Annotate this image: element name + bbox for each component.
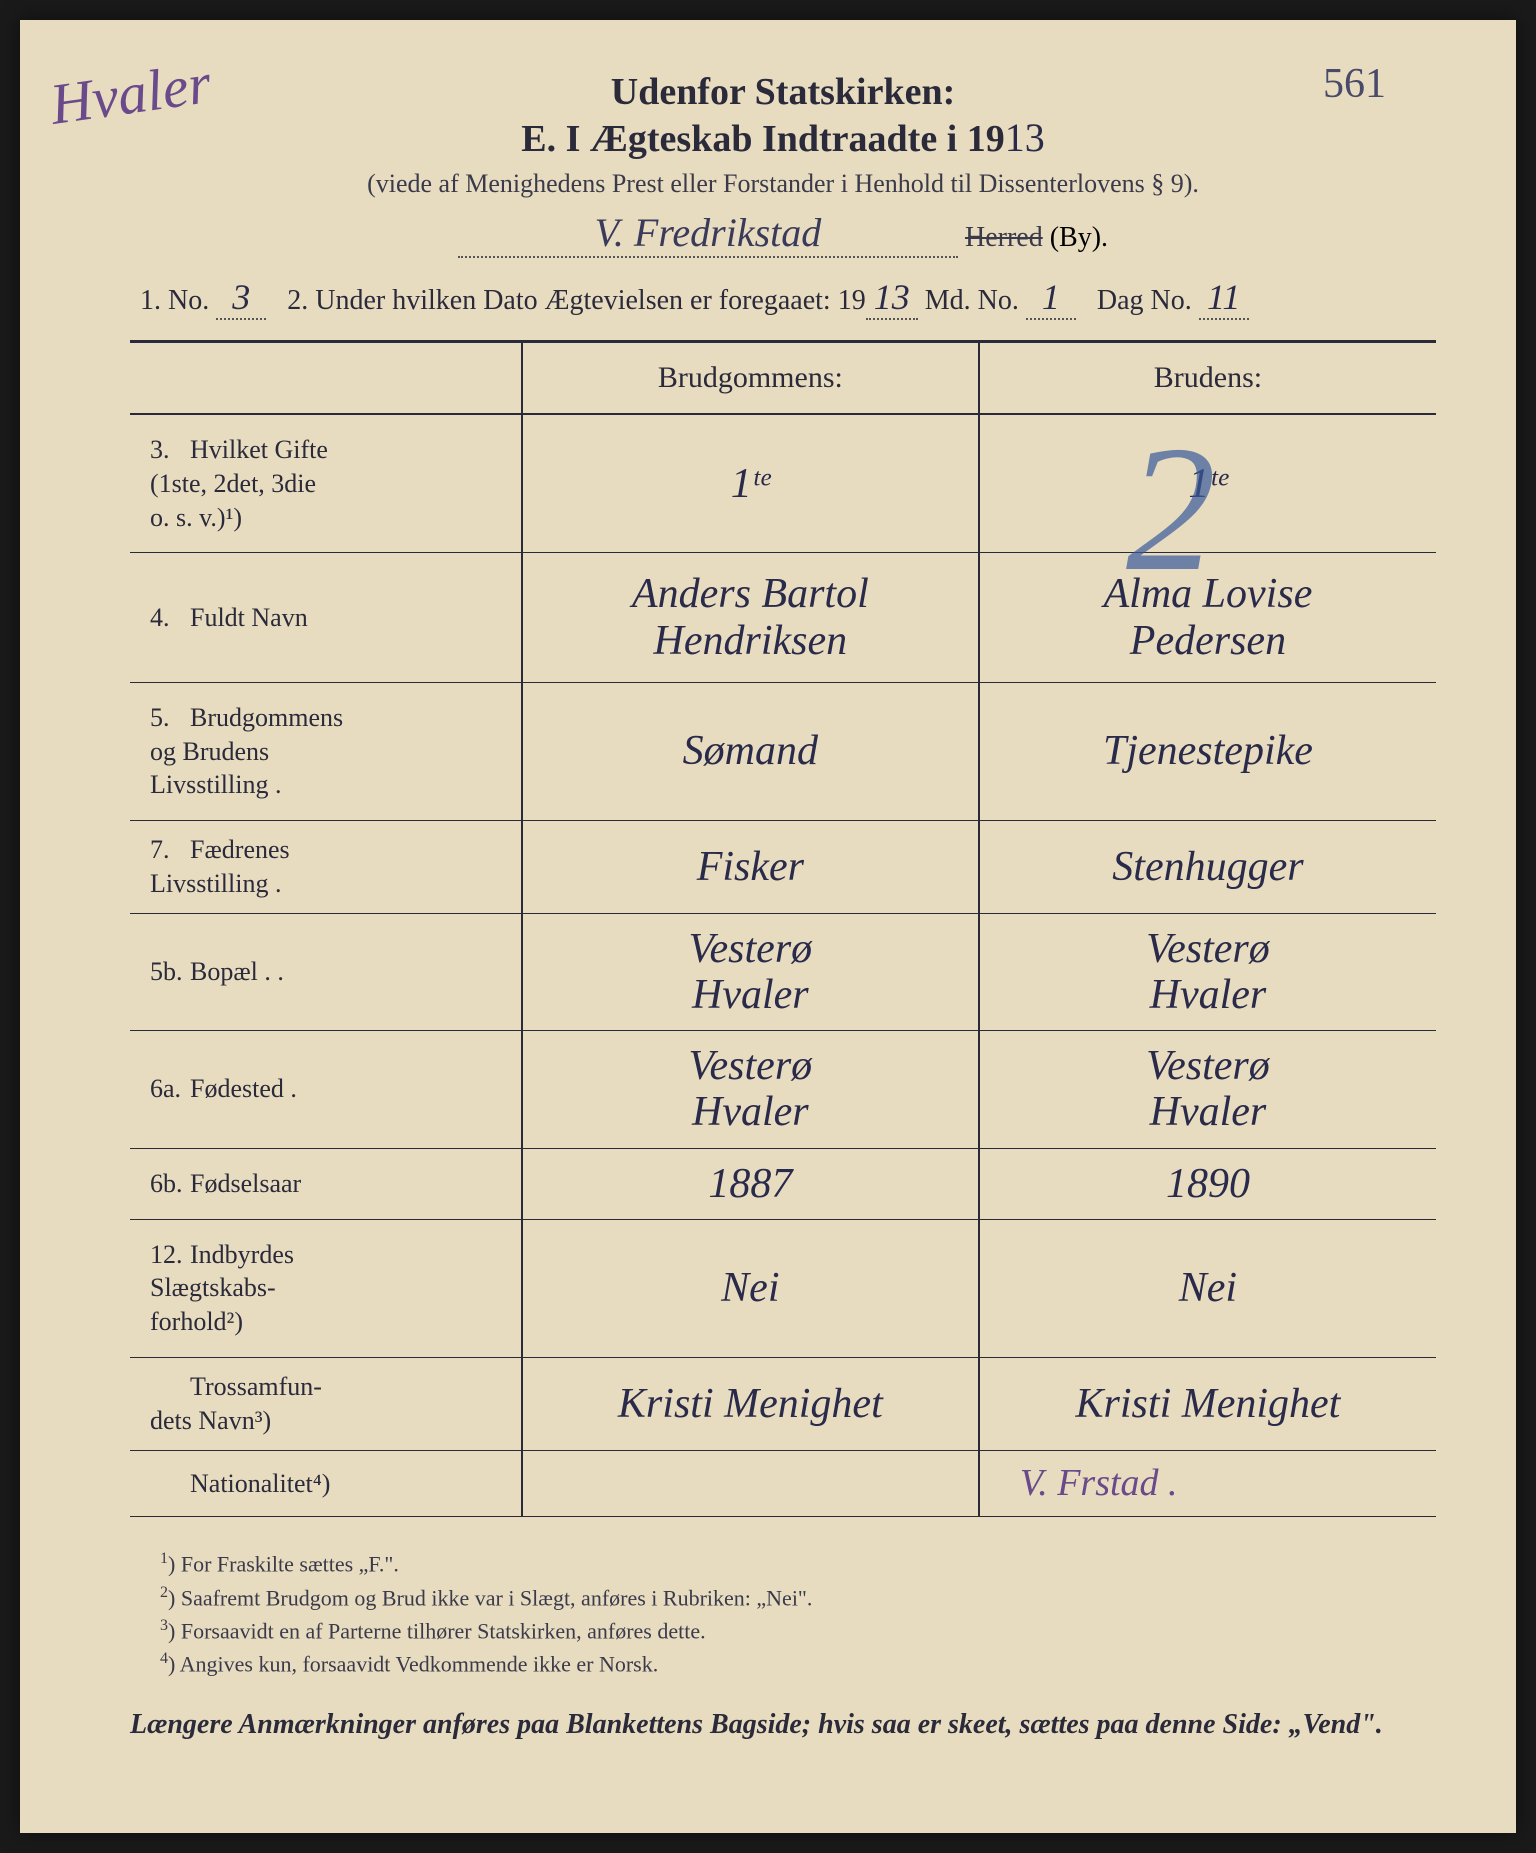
label-md: Md. No. <box>925 285 1019 316</box>
row-label-text: Fødested . <box>190 1074 297 1103</box>
label-no: 1. No. <box>140 285 209 316</box>
groom-value: Vesterø Hvaler <box>522 1031 979 1148</box>
row-label-text: Bopæl . . <box>190 957 284 986</box>
row-label: 3.Hvilket Gifte (1ste, 2det, 3die o. s. … <box>130 414 522 553</box>
footnote-1: 1) For Fraskilte sættes „F.". <box>160 1547 1436 1580</box>
header-bride: Brudens: <box>979 342 1436 415</box>
label-date: 2. Under hvilken Dato Ægtevielsen er for… <box>287 285 865 316</box>
row-label-text: Trossamfun- dets Navn³) <box>150 1372 322 1435</box>
row-num: 6a. <box>150 1072 190 1106</box>
row-label: 6b.Fødselsaar <box>130 1148 522 1219</box>
row-label: 5b.Bopæl . . <box>130 913 522 1030</box>
header-line2: E. I Ægteskab Indtraadte i 1913 <box>130 114 1436 161</box>
table-row: Nationalitet⁴) V. Frstad . <box>130 1450 1436 1517</box>
footnote-text: Saafremt Brudgom og Brud ikke var i Slæg… <box>181 1585 813 1610</box>
row-label: 4.Fuldt Navn <box>130 553 522 682</box>
md-value: 1 <box>1026 276 1076 320</box>
dag-value: 11 <box>1199 276 1249 320</box>
groom-value: Vesterø Hvaler <box>522 913 979 1030</box>
date-year-value: 13 <box>866 276 918 320</box>
table-row: Trossamfun- dets Navn³) Kristi Menighet … <box>130 1358 1436 1451</box>
groom-value: Fisker <box>522 821 979 914</box>
bride-value: 1ᵗᵉ <box>979 414 1436 553</box>
header-line1: Udenfor Statskirken: <box>130 70 1436 114</box>
document-page: 561 Hvaler 2 Udenfor Statskirken: E. I Æ… <box>20 20 1516 1833</box>
row-num: 12. <box>150 1238 190 1272</box>
header-empty <box>130 342 522 415</box>
row-label: 6a.Fødested . <box>130 1031 522 1148</box>
bride-value: Stenhugger <box>979 821 1436 914</box>
table-row: 5.Brudgommens og Brudens Livsstilling . … <box>130 682 1436 820</box>
footnote-2: 2) Saafremt Brudgom og Brud ikke var i S… <box>160 1581 1436 1614</box>
row-label-text: Fødselsaar <box>190 1169 301 1198</box>
bottom-note: Længere Anmærkninger anføres paa Blanket… <box>130 1705 1436 1744</box>
row-label: 12.Indbyrdes Slægtskabs- forhold²) <box>130 1219 522 1357</box>
bride-value: Vesterø Hvaler <box>979 913 1436 1030</box>
table-row: 5b.Bopæl . . Vesterø Hvaler Vesterø Hval… <box>130 913 1436 1030</box>
bride-value: 1890 <box>979 1148 1436 1219</box>
row-num: 5. <box>150 701 190 735</box>
groom-value: 1ᵗᵉ <box>522 414 979 553</box>
groom-value: Anders Bartol Hendriksen <box>522 553 979 682</box>
footnote-4: 4) Angives kun, forsaavidt Vedkommende i… <box>160 1647 1436 1680</box>
record-number-row: 1. No. 3 2. Under hvilken Dato Ægteviels… <box>130 276 1436 320</box>
row-num: 7. <box>150 833 190 867</box>
location-label-after: (By). <box>1050 222 1108 253</box>
table-row: 12.Indbyrdes Slægtskabs- forhold²) Nei N… <box>130 1219 1436 1357</box>
table-row: 7.Fædrenes Livsstilling . Fisker Stenhug… <box>130 821 1436 914</box>
groom-value: Kristi Menighet <box>522 1358 979 1451</box>
groom-value: 1887 <box>522 1148 979 1219</box>
row-label-text: Nationalitet⁴) <box>190 1469 330 1498</box>
footnote-text: Angives kun, forsaavidt Vedkommende ikke… <box>180 1652 659 1677</box>
row-label: Trossamfun- dets Navn³) <box>130 1358 522 1451</box>
row-num: 4. <box>150 601 190 635</box>
bride-value: Kristi Menighet <box>979 1358 1436 1451</box>
row-label: Nationalitet⁴) <box>130 1450 522 1517</box>
footnote-3: 3) Forsaavidt en af Parterne tilhører St… <box>160 1614 1436 1647</box>
header-prefix: E. I Ægteskab Indtraadte i 19 <box>521 118 1005 160</box>
main-form-table: Brudgommens: Brudens: 3.Hvilket Gifte (1… <box>130 340 1436 1517</box>
no-value: 3 <box>216 276 266 320</box>
table-row: 3.Hvilket Gifte (1ste, 2det, 3die o. s. … <box>130 414 1436 553</box>
row-label: 5.Brudgommens og Brudens Livsstilling . <box>130 682 522 820</box>
bride-value: Vesterø Hvaler <box>979 1031 1436 1148</box>
header-year-fill: 13 <box>1005 115 1045 160</box>
table-row: 4.Fuldt Navn Anders Bartol Hendriksen Al… <box>130 553 1436 682</box>
table-row: 6a.Fødested . Vesterø Hvaler Vesterø Hva… <box>130 1031 1436 1148</box>
footnote-text: For Fraskilte sættes „F.". <box>181 1552 399 1577</box>
groom-value: Nei <box>522 1219 979 1357</box>
row-num: 3. <box>150 433 190 467</box>
location-line: V. Fredrikstad Herred (By). <box>130 209 1436 258</box>
page-number: 561 <box>1323 60 1386 108</box>
bride-value: Alma Lovise Pedersen <box>979 553 1436 682</box>
row-label: 7.Fædrenes Livsstilling . <box>130 821 522 914</box>
form-header: Udenfor Statskirken: E. I Ægteskab Indtr… <box>130 70 1436 161</box>
row-label-text: Fuldt Navn <box>190 603 308 632</box>
row-num: 5b. <box>150 955 190 989</box>
groom-value <box>522 1450 979 1517</box>
table-row: 6b.Fødselsaar 1887 1890 <box>130 1148 1436 1219</box>
groom-value: Sømand <box>522 682 979 820</box>
bride-value: Nei <box>979 1219 1436 1357</box>
bride-value: Tjenestepike <box>979 682 1436 820</box>
label-dag: Dag No. <box>1097 285 1192 316</box>
bride-value: V. Frstad . <box>979 1450 1436 1517</box>
location-label-struck: Herred <box>965 222 1043 253</box>
footnote-text: Forsaavidt en af Parterne tilhører Stats… <box>181 1618 706 1643</box>
table-header-row: Brudgommens: Brudens: <box>130 342 1436 415</box>
footnotes: 1) For Fraskilte sættes „F.". 2) Saafrem… <box>130 1547 1436 1680</box>
location-value: V. Fredrikstad <box>458 209 958 258</box>
subheader: (viede af Menighedens Prest eller Forsta… <box>130 169 1436 199</box>
header-groom: Brudgommens: <box>522 342 979 415</box>
row-num: 6b. <box>150 1167 190 1201</box>
